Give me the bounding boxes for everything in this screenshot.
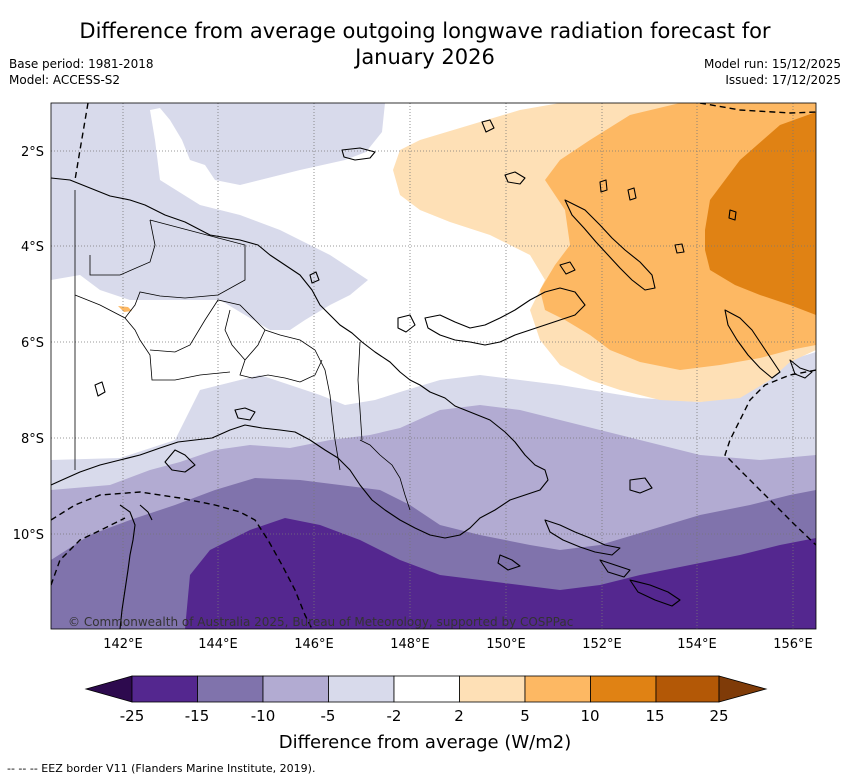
colorbar-tick: 10 bbox=[580, 707, 599, 725]
eez-borders bbox=[51, 103, 816, 629]
colorbar-bin bbox=[590, 675, 657, 703]
anomaly-region-light-purple-north bbox=[51, 103, 385, 330]
meta-right: Model run: 15/12/2025 Issued: 17/12/2025 bbox=[704, 56, 841, 88]
chart-title: Difference from average outgoing longwav… bbox=[0, 18, 850, 70]
colorbar-tick: -2 bbox=[387, 707, 402, 725]
model-run: Model run: 15/12/2025 bbox=[703, 57, 841, 71]
colorbar-tick: 25 bbox=[709, 707, 728, 725]
lon-label: 150°E bbox=[486, 637, 526, 652]
colorbar-tick: -25 bbox=[120, 707, 145, 725]
lon-label: 142°E bbox=[103, 637, 143, 652]
lon-label: 148°E bbox=[390, 637, 430, 652]
base-period: Base period: 1981-2018 bbox=[9, 57, 154, 71]
new-britain-coast bbox=[424, 287, 586, 346]
gridlines bbox=[51, 103, 816, 629]
southeast-islands bbox=[544, 519, 621, 556]
lat-label: 8°S bbox=[21, 432, 44, 447]
colorbar-tick: -10 bbox=[251, 707, 276, 725]
colorbar-bin bbox=[459, 675, 526, 703]
title-line-2: January 2026 bbox=[355, 45, 495, 69]
colorbar-bin bbox=[197, 675, 264, 703]
lon-label: 146°E bbox=[294, 637, 334, 652]
colorbar-bin bbox=[655, 675, 720, 703]
new-ireland-coast bbox=[564, 199, 656, 291]
colorbar-bin bbox=[393, 675, 460, 703]
map-area: © Commonwealth of Australia 2025, Bureau… bbox=[51, 103, 816, 629]
colorbar-tick: 15 bbox=[645, 707, 664, 725]
colorbar-bin bbox=[131, 675, 198, 703]
colorbar-title: Difference from average (W/m2) bbox=[279, 732, 571, 753]
map-frame bbox=[50, 102, 817, 630]
colorbar bbox=[84, 675, 768, 703]
colorbar-tick: -5 bbox=[321, 707, 336, 725]
colorbar-over-arrow bbox=[718, 675, 768, 703]
meta-left: Base period: 1981-2018 Model: ACCESS-S2 bbox=[9, 56, 154, 88]
issued-date: Issued: 17/12/2025 bbox=[725, 73, 841, 87]
lon-label: 144°E bbox=[198, 637, 238, 652]
colorbar-bin bbox=[524, 675, 591, 703]
colorbar-tick: 2 bbox=[454, 707, 464, 725]
eez-footnote: -- -- -- EEZ border V11 (Flanders Marine… bbox=[7, 762, 316, 775]
coastlines bbox=[51, 119, 813, 629]
anomaly-region-small-orange bbox=[118, 306, 132, 312]
colorbar-bin bbox=[262, 675, 329, 703]
copyright-notice: © Commonwealth of Australia 2025, Bureau… bbox=[68, 615, 573, 629]
colorbar-tick: 5 bbox=[520, 707, 530, 725]
lat-label: 2°S bbox=[21, 145, 44, 160]
title-line-1: Difference from average outgoing longwav… bbox=[79, 19, 771, 43]
anomaly-region-dark-orange bbox=[705, 112, 816, 315]
latitude-labels: 2°S 4°S 6°S 8°S 10°S bbox=[13, 145, 44, 543]
lat-label: 6°S bbox=[21, 336, 44, 351]
longitude-labels: 142°E 144°E 146°E 148°E 150°E 152°E 154°… bbox=[103, 637, 813, 652]
bougainville-island bbox=[724, 309, 781, 379]
colorbar-tick: -15 bbox=[185, 707, 210, 725]
model-name: Model: ACCESS-S2 bbox=[9, 73, 121, 87]
new-guinea-coast bbox=[51, 177, 549, 539]
colorbar-tick-labels: -25 -15 -10 -5 -2 2 5 10 15 25 bbox=[120, 707, 729, 725]
lat-label: 10°S bbox=[13, 528, 44, 543]
lon-label: 156°E bbox=[773, 637, 813, 652]
manus-island bbox=[341, 147, 376, 161]
colorbar-bin bbox=[328, 675, 395, 703]
lon-label: 152°E bbox=[582, 637, 622, 652]
colorbar-under-arrow bbox=[84, 675, 133, 703]
lon-label: 154°E bbox=[677, 637, 717, 652]
province-borders bbox=[74, 190, 411, 511]
lat-label: 4°S bbox=[21, 240, 44, 255]
cape-york-coast bbox=[119, 504, 136, 629]
